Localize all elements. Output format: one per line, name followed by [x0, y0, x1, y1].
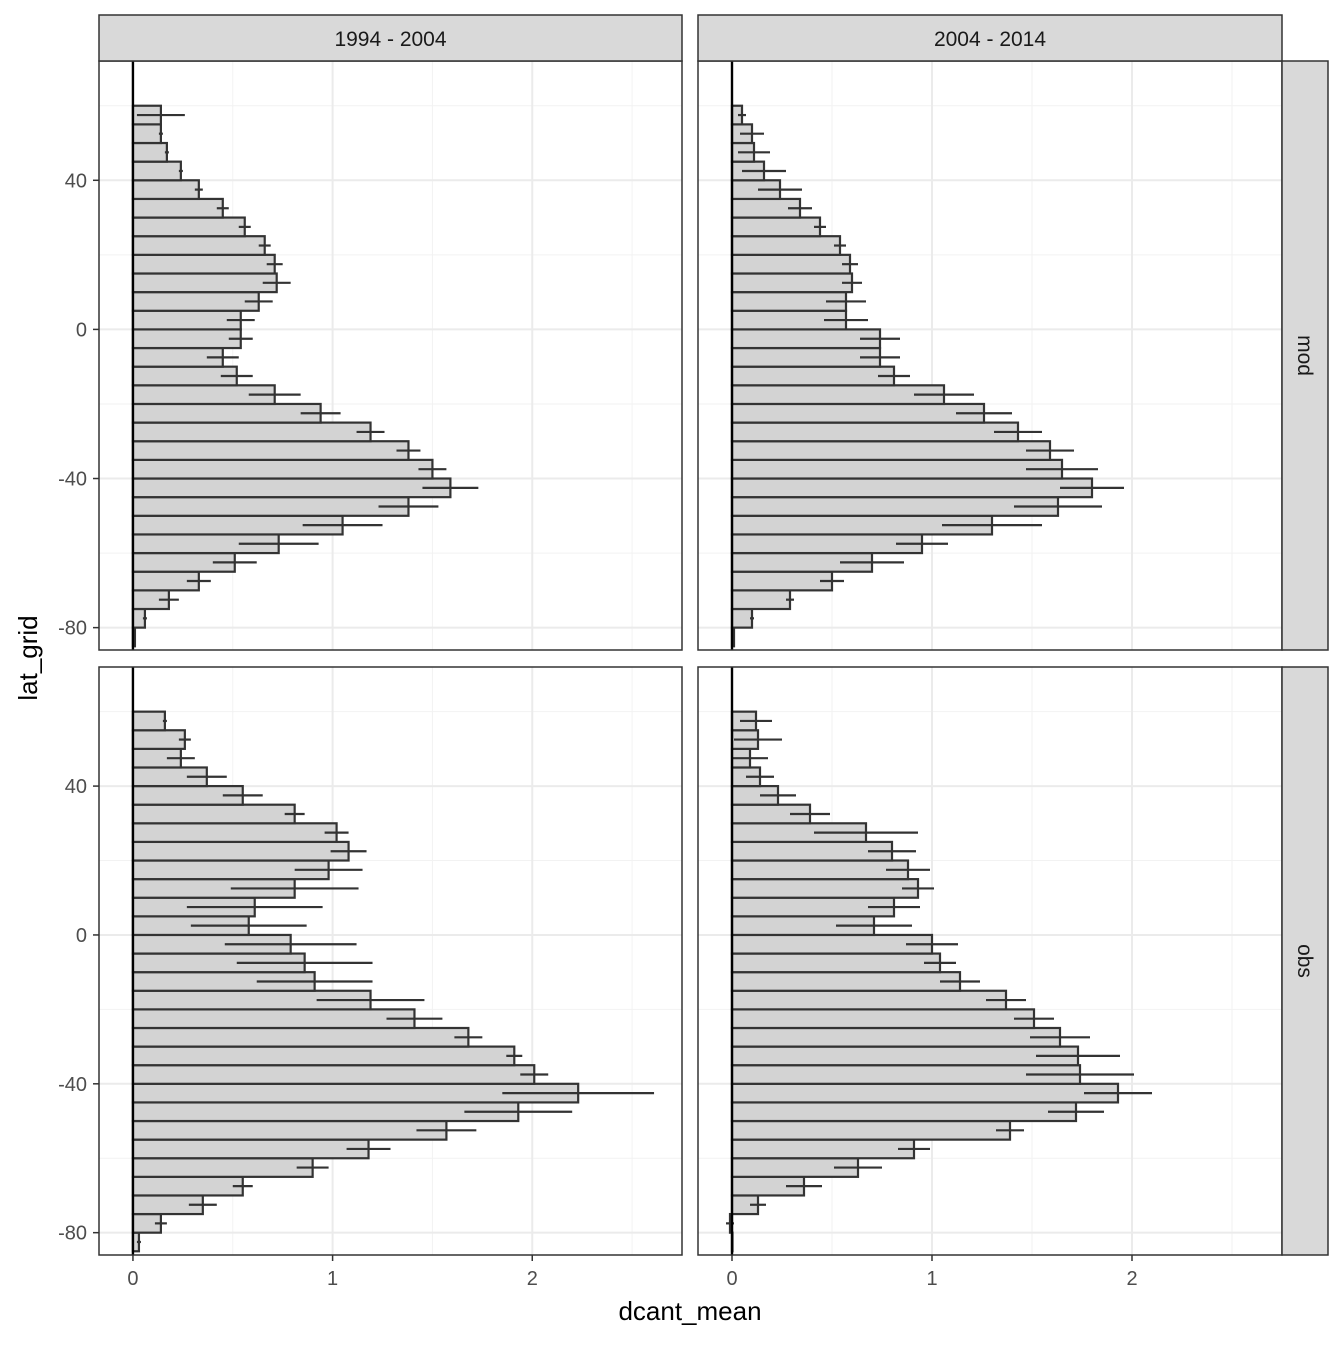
- bar: [730, 346, 882, 368]
- panel-mod-1: [697, 60, 1283, 651]
- facet-strip-col-label: 2004 - 2014: [934, 28, 1046, 51]
- bar: [131, 729, 186, 750]
- bar: [131, 822, 338, 844]
- x-axis-title: dcant_mean: [618, 1296, 761, 1326]
- bar: [730, 1119, 1012, 1141]
- bar: [730, 570, 834, 592]
- facet-strip-row-label: obs: [1293, 944, 1316, 978]
- bar: [730, 1026, 1062, 1048]
- y-tick-label: 40: [65, 776, 87, 798]
- bar: [730, 253, 852, 275]
- bar: [131, 1157, 314, 1178]
- bar: [131, 253, 276, 275]
- bar: [730, 477, 1094, 499]
- bar: [730, 496, 1060, 517]
- bar: [730, 952, 942, 974]
- y-tick-label: 40: [65, 170, 87, 192]
- bar: [730, 1082, 1120, 1104]
- bar: [131, 402, 322, 424]
- bar: [730, 1008, 1036, 1030]
- bar: [730, 458, 1064, 480]
- bar: [131, 1026, 470, 1048]
- bar: [730, 1138, 916, 1160]
- x-tick-label: 2: [527, 1268, 538, 1290]
- bar: [730, 589, 792, 611]
- bar: [730, 272, 854, 294]
- bar: [730, 859, 910, 881]
- bar: [131, 328, 242, 350]
- bar: [730, 1045, 1080, 1067]
- y-tick-label: -40: [58, 1074, 87, 1096]
- panel-obs-0: -80 -40 0 40 0 1 2: [58, 666, 683, 1290]
- bar: [730, 607, 754, 629]
- panel-obs-1: 0 1 2: [697, 666, 1283, 1290]
- bar: [131, 1119, 448, 1141]
- y-axis-title: lat_grid: [13, 615, 43, 700]
- bar: [131, 1138, 370, 1160]
- bar: [730, 933, 934, 955]
- bar: [730, 533, 924, 555]
- bar: [131, 1045, 516, 1067]
- bar: [131, 235, 266, 256]
- bar: [730, 402, 986, 424]
- facet-strip-col-label: 1994 - 2004: [334, 28, 446, 51]
- bar: [730, 1101, 1078, 1123]
- bar: [131, 141, 168, 163]
- bar: [131, 1008, 416, 1030]
- facet-strip-col: [98, 14, 683, 62]
- bar: [730, 878, 920, 899]
- y-tick-label: -80: [58, 1223, 87, 1245]
- bar: [131, 803, 296, 825]
- bar: [131, 458, 434, 480]
- bar: [131, 123, 162, 145]
- bar: [131, 1064, 536, 1085]
- bar: [131, 440, 410, 461]
- bar: [730, 384, 946, 406]
- bar: [131, 179, 200, 201]
- bar: [131, 197, 224, 219]
- x-tick-label: 2: [1126, 1268, 1137, 1290]
- bar: [131, 1101, 520, 1123]
- bar: [131, 421, 372, 443]
- panel-border: [98, 666, 683, 1256]
- bar: [730, 440, 1052, 461]
- x-tick-label: 1: [327, 1268, 338, 1290]
- y-tick-label: -80: [58, 618, 87, 640]
- bar: [730, 216, 822, 238]
- bar: [131, 216, 246, 238]
- bar: [131, 477, 452, 499]
- bar: [131, 496, 410, 517]
- facet-strip-col: [697, 14, 1283, 62]
- bar: [131, 272, 278, 294]
- bar: [131, 1175, 244, 1197]
- bar: [131, 309, 242, 331]
- x-tick-label: 0: [726, 1268, 737, 1290]
- bar: [730, 235, 842, 256]
- facet-strip-row: [1281, 666, 1329, 1256]
- bar: [730, 365, 896, 387]
- y-tick-label: 0: [76, 319, 87, 341]
- bar: [730, 421, 1020, 443]
- panel-mod-0: -80 -40 0 40: [58, 60, 683, 651]
- y-tick-label: 0: [76, 925, 87, 947]
- bar: [131, 291, 260, 312]
- bar: [730, 989, 1008, 1011]
- bar: [730, 328, 882, 350]
- y-tick-label: -40: [58, 469, 87, 491]
- x-tick-label: 0: [127, 1268, 138, 1290]
- facet-strip-row-label: mod: [1293, 335, 1316, 376]
- bar: [730, 971, 962, 992]
- bar: [131, 160, 182, 182]
- x-tick-label: 1: [926, 1268, 937, 1290]
- facet-strip-row: [1281, 60, 1329, 651]
- bar: [131, 710, 166, 732]
- bar: [131, 840, 350, 862]
